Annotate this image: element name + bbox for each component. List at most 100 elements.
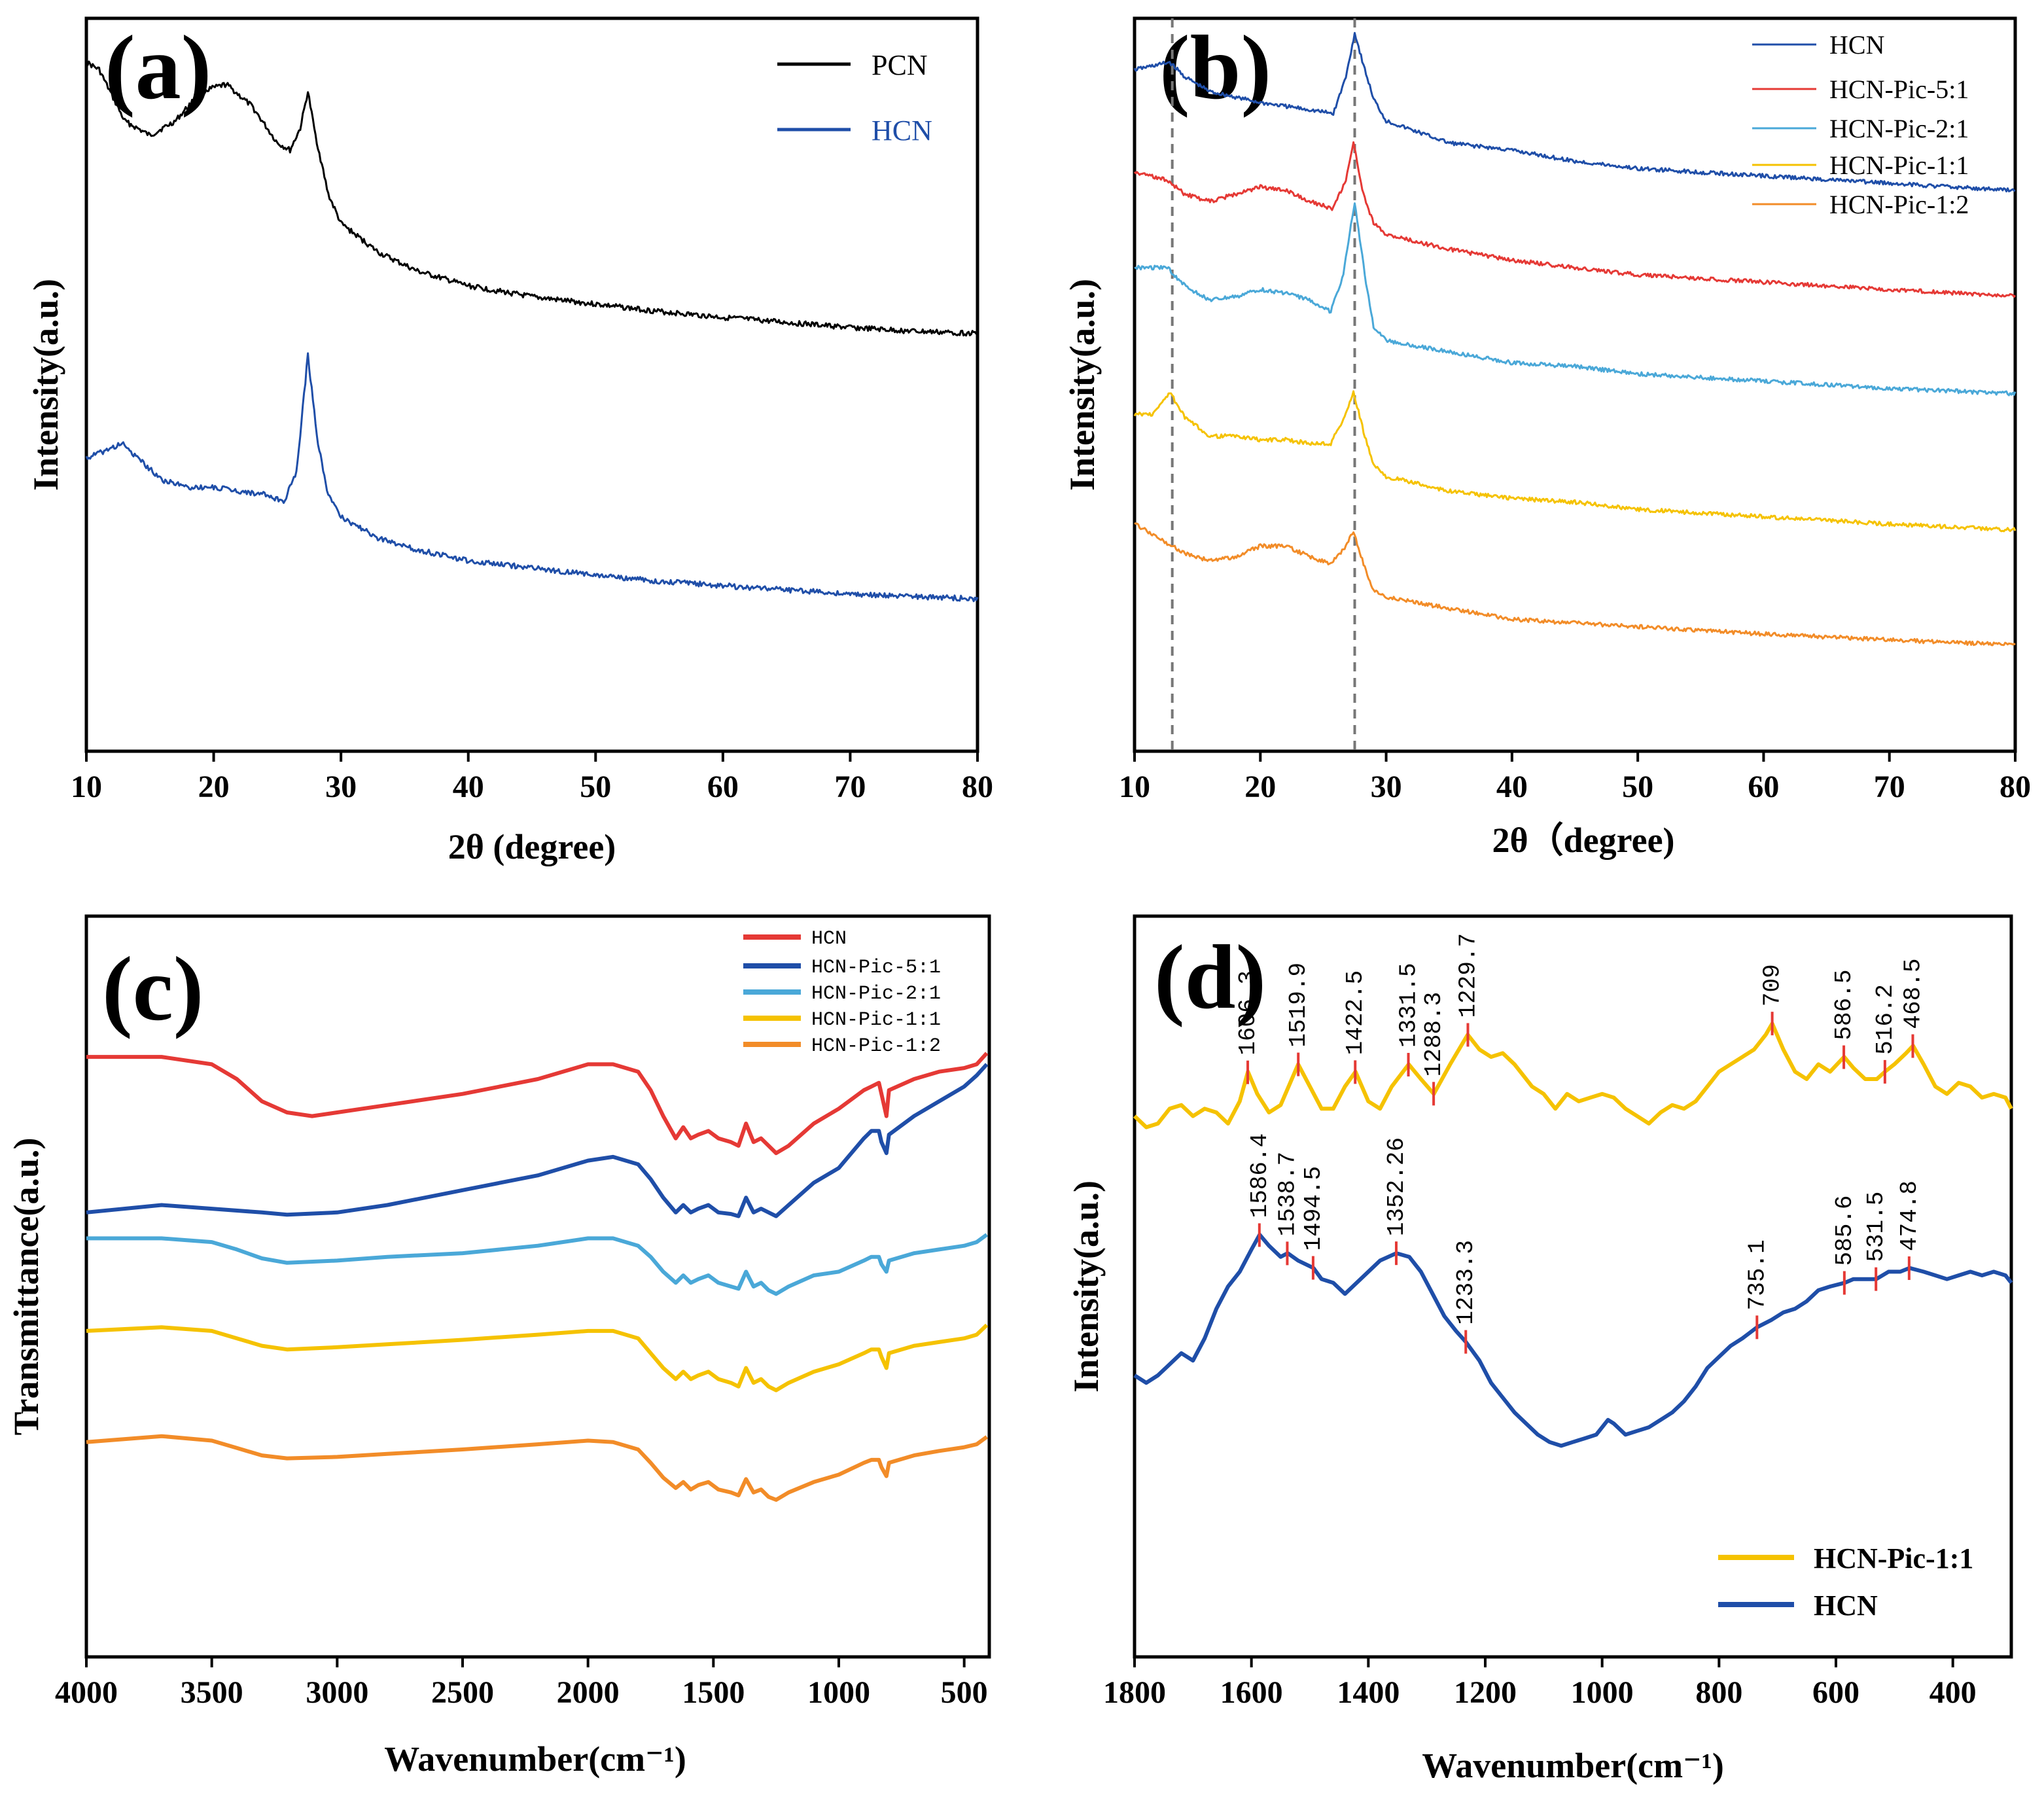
x-tick-label: 40 <box>1496 770 1528 804</box>
x-tick-label: 4000 <box>55 1675 118 1710</box>
peak-label: 1494.5 <box>1300 1166 1327 1251</box>
x-tick-label: 1200 <box>1454 1675 1517 1710</box>
panel-a-series <box>85 60 979 603</box>
panel-d-legend: HCN-Pic-1:1 HCN <box>1718 1542 1973 1622</box>
legend-b-label-1: HCN-Pic-5:1 <box>1829 75 1969 104</box>
x-tick-label: 30 <box>325 770 357 804</box>
panel-b-x-ticks: 10 20 30 40 50 60 70 80 <box>1119 751 2031 804</box>
peak-label: 1538.7 <box>1274 1152 1301 1237</box>
panel-c: (c) 4000 3500 3000 2500 2000 1500 1000 500 Wave… <box>7 914 991 1779</box>
x-tick-label: 3000 <box>306 1675 368 1710</box>
panel-c-x-ticks: 4000 3500 3000 2500 2000 1500 1000 500 <box>55 1657 988 1710</box>
legend-b-label-3: HCN-Pic-1:1 <box>1829 151 1969 180</box>
legend-d-label-0: HCN-Pic-1:1 <box>1814 1542 1973 1574</box>
panel-d-frame <box>1133 914 2013 1659</box>
panel-a-frame <box>84 16 979 753</box>
x-tick-label: 60 <box>1748 770 1779 804</box>
x-tick-label: 40 <box>453 770 484 804</box>
panel-d-x-axis-title: Wavenumber(cm⁻¹) <box>1422 1746 1724 1785</box>
panel-b: (b) 10 20 30 40 50 60 70 80 2θ（degree) Intensit… <box>1063 16 2031 860</box>
series-line <box>1134 202 2017 397</box>
peak-label: 531.5 <box>1863 1192 1890 1262</box>
x-tick-label: 60 <box>707 770 739 804</box>
peak-label: 1229.7 <box>1454 933 1481 1018</box>
x-tick-label: 10 <box>71 770 102 804</box>
x-tick-label: 70 <box>1874 770 1905 804</box>
series-line <box>1134 522 2016 647</box>
series-line <box>1133 31 2016 192</box>
series-line <box>86 1233 988 1296</box>
series-line <box>1133 141 2017 298</box>
x-tick-label: 1000 <box>807 1675 870 1710</box>
panel-b-y-axis-title: Intensity(a.u.) <box>1063 279 1102 491</box>
series-line <box>1133 390 2017 533</box>
x-tick-label: 30 <box>1371 770 1402 804</box>
panel-c-legend: HCN HCN-Pic-5:1 HCN-Pic-2:1 HCN-Pic-1:1 … <box>743 928 941 1057</box>
series-line <box>1133 1232 2013 1448</box>
panel-c-label: (c) <box>102 938 203 1040</box>
peak-label: 468.5 <box>1899 959 1926 1029</box>
x-tick-label: 10 <box>1119 770 1150 804</box>
panel-d-y-axis-title: Intensity(a.u.) <box>1066 1181 1106 1393</box>
legend-c-label-0: HCN <box>811 928 847 950</box>
series-line <box>86 1434 988 1502</box>
x-tick-label: 50 <box>1622 770 1653 804</box>
panel-a-x-ticks: 10 20 30 40 50 60 70 80 <box>71 751 993 804</box>
x-tick-label: 2500 <box>431 1675 494 1710</box>
panel-c-y-axis-title: Transmittance(a.u.) <box>7 1138 46 1436</box>
peak-label: 1233.3 <box>1453 1240 1479 1325</box>
peak-label: 1288.3 <box>1420 992 1447 1077</box>
legend-label-hcn: HCN <box>872 115 932 147</box>
x-tick-label: 1800 <box>1103 1675 1166 1710</box>
peak-label: 1352.26 <box>1383 1137 1410 1236</box>
panel-b-legend: HCN HCN-Pic-5:1 HCN-Pic-2:1 HCN-Pic-1:1 … <box>1752 30 1969 219</box>
legend-d-label-1: HCN <box>1814 1589 1878 1622</box>
panel-d-x-ticks: 1800 1600 1400 1200 1000 800 600 400 <box>1103 1657 1977 1710</box>
legend-c-label-3: HCN-Pic-1:1 <box>811 1009 941 1031</box>
peak-label: 1606.3 <box>1235 970 1261 1056</box>
peak-label: 1422.5 <box>1342 970 1369 1056</box>
peak-label: 1519.9 <box>1285 963 1312 1048</box>
panel-a-y-axis-title: Intensity(a.u.) <box>26 279 65 491</box>
x-tick-label: 50 <box>580 770 611 804</box>
x-tick-label: 20 <box>1244 770 1276 804</box>
panel-a-label: (a) <box>105 17 211 118</box>
panel-c-x-axis-title: Wavenumber(cm⁻¹) <box>384 1739 686 1779</box>
peak-label: 586.5 <box>1831 970 1858 1040</box>
x-tick-label: 70 <box>834 770 866 804</box>
panel-d-label: (d) <box>1154 927 1266 1028</box>
x-tick-label: 1600 <box>1220 1675 1283 1710</box>
x-tick-label: 600 <box>1812 1675 1859 1710</box>
x-tick-label: 1500 <box>682 1675 745 1710</box>
x-tick-label: 80 <box>2000 770 2031 804</box>
peak-label: 709 <box>1759 964 1786 1006</box>
x-tick-label: 80 <box>962 770 993 804</box>
legend-b-label-4: HCN-Pic-1:2 <box>1829 190 1969 219</box>
peak-label: 1331.5 <box>1396 963 1422 1048</box>
series-line <box>86 1052 989 1156</box>
panel-c-frame <box>84 914 991 1659</box>
panel-b-x-axis-title: 2θ（degree) <box>1492 821 1674 860</box>
peak-label: 735.1 <box>1744 1239 1771 1310</box>
legend-c-label-2: HCN-Pic-2:1 <box>811 983 941 1005</box>
series-line <box>86 1323 989 1393</box>
panel-b-frame <box>1133 16 2017 753</box>
x-tick-label: 400 <box>1929 1675 1977 1710</box>
x-tick-label: 800 <box>1695 1675 1742 1710</box>
legend-label-pcn: PCN <box>872 49 928 81</box>
peak-label: 516.2 <box>1872 984 1899 1055</box>
legend-b-label-2: HCN-Pic-2:1 <box>1829 114 1969 143</box>
peak-label: 1586.4 <box>1246 1133 1273 1218</box>
legend-c-label-4: HCN-Pic-1:2 <box>811 1035 941 1057</box>
panel-b-series <box>1133 31 2017 647</box>
x-tick-label: 1000 <box>1571 1675 1634 1710</box>
legend-b-label-0: HCN <box>1829 30 1884 60</box>
panel-b-reference-lines <box>1171 18 1356 751</box>
panel-a-legend: PCN HCN <box>777 49 932 147</box>
legend-c-label-1: HCN-Pic-5:1 <box>811 957 941 979</box>
panel-a-x-axis-title: 2θ (degree) <box>448 827 616 866</box>
x-tick-label: 20 <box>198 770 230 804</box>
